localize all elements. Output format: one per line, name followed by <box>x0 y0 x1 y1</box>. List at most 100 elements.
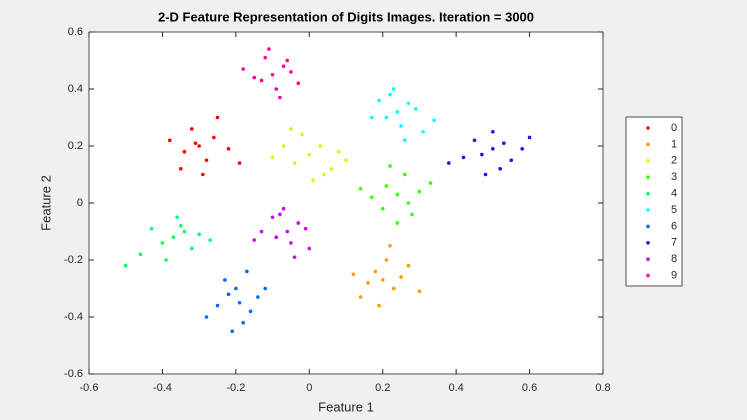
point <box>164 258 168 262</box>
point <box>384 115 389 120</box>
legend-marker <box>646 175 650 179</box>
point <box>178 167 183 171</box>
point <box>201 172 205 177</box>
point <box>289 241 293 245</box>
point <box>428 181 433 185</box>
point <box>502 141 506 145</box>
y-axis-label: Feature 2 <box>38 175 53 231</box>
point <box>344 158 348 163</box>
point <box>182 229 187 234</box>
point <box>281 206 286 211</box>
point <box>336 149 341 154</box>
point <box>281 144 286 148</box>
y-tick-label: 0.6 <box>68 26 83 38</box>
point <box>399 275 403 279</box>
point <box>351 272 356 277</box>
x-tick-label: -0.4 <box>153 382 172 394</box>
x-tick-label: 0.6 <box>522 382 537 394</box>
legend-marker <box>646 159 650 163</box>
legend-label: 0 <box>671 122 677 134</box>
point <box>527 135 532 140</box>
point <box>175 215 179 220</box>
point <box>259 229 264 234</box>
legend-label: 3 <box>671 171 677 183</box>
point <box>138 252 143 257</box>
point <box>270 215 275 220</box>
point <box>234 286 238 291</box>
point <box>289 70 293 74</box>
legend-label: 2 <box>671 155 677 167</box>
x-tick-label: -0.2 <box>226 382 245 394</box>
x-tick-label: 0.2 <box>375 382 390 394</box>
point <box>406 201 411 205</box>
point <box>447 161 451 165</box>
point <box>391 87 396 91</box>
point <box>402 138 407 143</box>
point <box>421 129 425 134</box>
point <box>292 161 297 165</box>
legend-marker <box>646 257 650 262</box>
point <box>123 263 128 268</box>
point <box>226 292 231 297</box>
point <box>274 87 279 91</box>
legend-marker <box>646 273 650 278</box>
y-tick-label: 0 <box>77 197 83 209</box>
point <box>230 329 234 334</box>
legend-label: 8 <box>671 253 677 265</box>
point <box>300 132 304 137</box>
point <box>520 147 525 151</box>
point <box>322 172 326 177</box>
point <box>296 221 301 225</box>
point <box>358 186 363 191</box>
point <box>472 138 477 143</box>
point <box>303 226 308 231</box>
point <box>160 241 165 245</box>
point <box>278 95 282 100</box>
legend-label: 5 <box>671 204 677 216</box>
point <box>410 212 414 217</box>
point <box>491 147 495 151</box>
point <box>274 235 279 239</box>
point <box>190 246 194 251</box>
point <box>417 189 422 194</box>
point <box>248 309 253 314</box>
point <box>270 72 275 77</box>
point <box>461 155 466 160</box>
x-axis-label: Feature 1 <box>318 399 374 414</box>
point <box>406 263 411 268</box>
y-tick-label: 0.4 <box>68 83 83 95</box>
legend-marker <box>646 142 650 147</box>
point <box>480 152 484 157</box>
point <box>226 147 231 151</box>
point <box>498 167 503 171</box>
point <box>281 64 286 68</box>
point <box>267 47 271 51</box>
point <box>285 229 290 234</box>
point <box>245 269 249 274</box>
point <box>406 101 411 106</box>
y-tick-label: -0.2 <box>64 254 83 266</box>
point <box>358 295 363 299</box>
point <box>491 129 495 134</box>
legend-marker <box>646 241 650 245</box>
point <box>171 235 176 239</box>
legend-box <box>625 116 683 287</box>
x-tick-label: 0.8 <box>595 382 610 394</box>
point <box>369 195 374 200</box>
x-tick-label: -0.6 <box>80 382 99 394</box>
point <box>263 55 268 60</box>
point <box>212 135 216 140</box>
point <box>395 192 400 197</box>
point <box>193 141 198 145</box>
point <box>204 315 209 319</box>
point <box>388 92 392 97</box>
point <box>208 238 212 242</box>
point <box>395 110 400 114</box>
point <box>289 127 293 131</box>
point <box>402 172 407 177</box>
point <box>380 206 385 211</box>
point <box>395 221 400 225</box>
point <box>197 232 201 237</box>
point <box>178 224 183 228</box>
